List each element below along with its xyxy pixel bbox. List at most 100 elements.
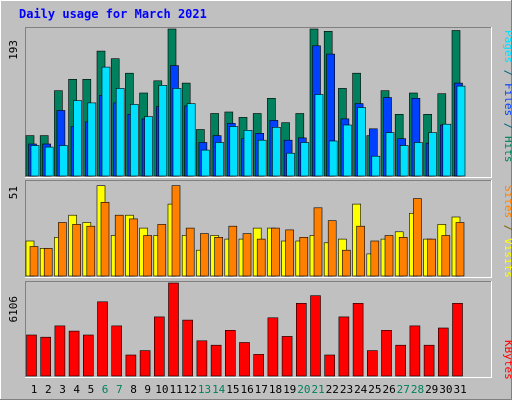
- pages-bar: [272, 127, 281, 177]
- sites-bar: [114, 214, 124, 277]
- pages-bar: [243, 130, 253, 177]
- y-axis-max-label: 193: [7, 40, 20, 60]
- sites-bar: [455, 222, 465, 277]
- kbytes-bar: [26, 334, 37, 377]
- sites-bar: [285, 229, 294, 277]
- kbytes-bar: [68, 330, 80, 377]
- x-axis-tick-label: 14: [212, 383, 226, 396]
- sites-bar: [214, 237, 223, 277]
- x-axis-tick-label: 7: [116, 383, 123, 396]
- kbytes-bar: [381, 329, 392, 377]
- pages-bar: [314, 94, 324, 177]
- kbytes-bar: [154, 316, 165, 377]
- x-axis-tick-label: 8: [130, 383, 137, 396]
- pages-bar: [229, 126, 239, 177]
- sites-bar: [384, 235, 394, 277]
- sites-bar: [171, 185, 181, 277]
- x-axis-tick-label: 29: [425, 383, 438, 396]
- y-axis-max-label: 6106: [7, 296, 20, 323]
- x-axis-tick-label: 24: [354, 383, 368, 396]
- sites-bar: [29, 246, 39, 277]
- x-axis-tick-label: 25: [368, 383, 381, 396]
- x-axis-tick-label: 23: [340, 383, 353, 396]
- kbytes-bar: [139, 350, 151, 377]
- pages-bar: [328, 140, 338, 177]
- kbytes-bar: [366, 350, 378, 377]
- pages-bar: [215, 142, 224, 177]
- kbytes-bar: [253, 354, 264, 377]
- x-axis-tick-label: 27: [397, 383, 410, 396]
- kbytes-bar: [182, 319, 193, 377]
- kbytes-bar: [83, 334, 94, 377]
- pages-bar: [428, 132, 437, 177]
- pages-bar: [414, 142, 423, 177]
- x-axis-tick-label: 21: [311, 383, 324, 396]
- legend-entry: Files: [502, 83, 512, 116]
- pages-bar: [73, 100, 82, 177]
- kbytes-bar: [239, 342, 250, 377]
- x-axis-tick-label: 2: [45, 383, 52, 396]
- legend-label: KBytes: [502, 340, 512, 380]
- sites-bar: [143, 235, 152, 277]
- kbytes-bar: [125, 354, 137, 377]
- x-axis-tick-label: 13: [198, 383, 211, 396]
- kbytes-bar: [324, 354, 336, 377]
- sites-bar: [129, 218, 138, 277]
- sites-bar: [356, 225, 365, 277]
- sites-bar: [313, 207, 323, 277]
- kbytes-bar: [210, 344, 222, 377]
- kbytes-bar: [452, 302, 463, 377]
- x-axis-tick-label: 11: [169, 383, 182, 396]
- kbytes-bar: [352, 302, 364, 377]
- sites-bar: [327, 220, 337, 277]
- legend-entry: Hits: [502, 136, 512, 163]
- kbytes-bar: [310, 295, 321, 377]
- legend-entry: /: [502, 63, 512, 83]
- sites-bar: [370, 240, 380, 277]
- kbytes-bar: [97, 301, 108, 377]
- x-axis-tick-label: 26: [382, 383, 395, 396]
- legend-entry: Sites: [502, 185, 512, 218]
- legend-entry: Visits: [502, 238, 512, 278]
- kbytes-bar: [338, 316, 350, 377]
- x-axis-tick-label: 16: [240, 383, 253, 396]
- sites-bar: [441, 235, 451, 277]
- x-axis-tick-label: 19: [283, 383, 296, 396]
- x-axis-tick-label: 18: [269, 383, 282, 396]
- pages-bar: [115, 88, 125, 177]
- sites-bar: [157, 224, 167, 277]
- pages-bar: [158, 85, 168, 177]
- sites-bar: [86, 225, 96, 277]
- sites-bar: [228, 225, 238, 277]
- legend-entry: Pages: [502, 30, 512, 63]
- sites-bar: [271, 227, 280, 277]
- x-axis-tick-label: 4: [73, 383, 80, 396]
- sites-bar: [100, 202, 110, 277]
- pages-bar: [385, 132, 395, 177]
- x-axis-tick-label: 6: [102, 383, 109, 396]
- sites-bar: [58, 222, 67, 277]
- x-axis-tick-label: 30: [439, 383, 452, 396]
- x-axis-tick-label: 9: [144, 383, 151, 396]
- legend-entry: /: [502, 116, 512, 136]
- pages-bar: [186, 103, 196, 177]
- kbytes-bar: [225, 329, 236, 377]
- kbytes-bar: [267, 317, 279, 377]
- kbytes-bar: [111, 325, 122, 377]
- kbytes-bar: [437, 327, 449, 377]
- pages-bar: [59, 145, 68, 177]
- pages-bar: [87, 102, 97, 177]
- kbytes-bar: [196, 340, 208, 377]
- pages-bar: [101, 66, 111, 177]
- x-axis-tick-label: 12: [184, 383, 197, 396]
- x-axis-tick-label: 5: [88, 383, 95, 396]
- pages-bar: [286, 152, 295, 177]
- legend-label: Sites / Visits: [502, 185, 512, 278]
- pages-bar: [130, 104, 139, 177]
- sites-bar: [242, 233, 252, 277]
- x-axis-tick-label: 1: [31, 383, 38, 396]
- legend-entry: /: [502, 218, 512, 238]
- kbytes-bar: [40, 336, 52, 377]
